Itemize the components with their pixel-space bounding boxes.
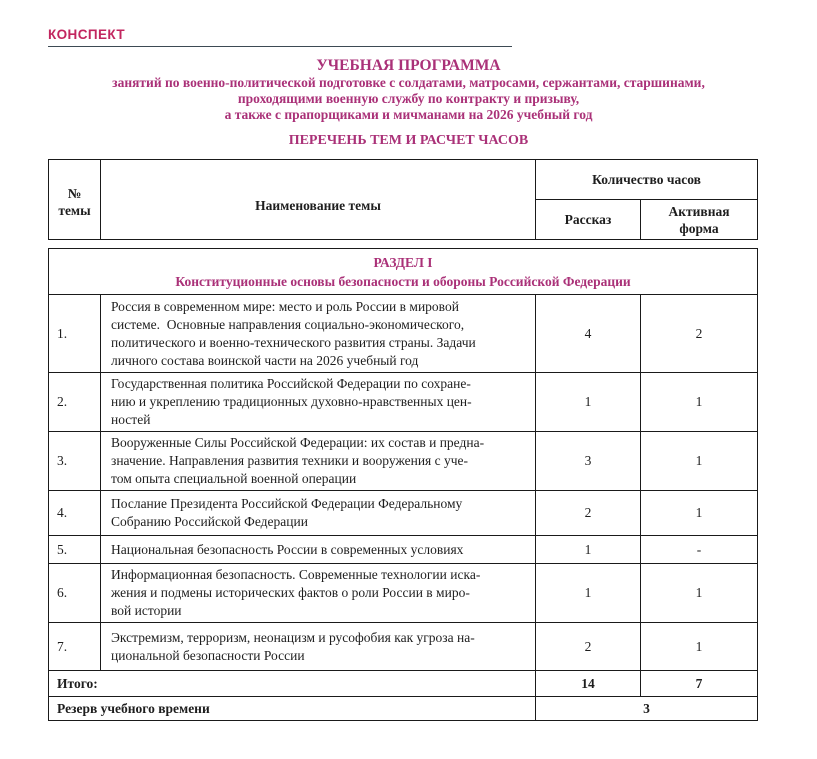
table-row: 1. Россия в современном мире: место и ро…: [48, 294, 759, 373]
col-header-story: Рассказ: [535, 199, 641, 240]
hours-table-header: № темы Наименование темы Количество часо…: [48, 159, 759, 240]
row-hours-story: 3: [535, 431, 641, 491]
reserve-row: Резерв учебного времени 3: [48, 696, 759, 721]
row-topic: Информационная безопасность. Современные…: [100, 563, 536, 623]
themes-table: РАЗДЕЛ I Конституционные основы безопасн…: [47, 248, 759, 721]
header-row-bottom: Рассказ Активная форма: [49, 199, 759, 240]
col-header-active-form: Активная форма: [639, 199, 759, 240]
table-row: 3. Вооруженные Силы Российской Федерации…: [48, 431, 759, 491]
section-title: Конституционные основы безопасности и об…: [175, 273, 631, 289]
col-header-hours-group: Количество часов: [534, 159, 759, 200]
row-topic: Вооруженные Силы Российской Федерации: и…: [100, 431, 536, 491]
row-topic: Экстремизм, терроризм, неонацизм и русоф…: [100, 622, 536, 671]
document-page: КОНСПЕКТ УЧЕБНАЯ ПРОГРАММА занятий по во…: [0, 27, 817, 759]
row-topic: Россия в современном мире: место и роль …: [100, 294, 536, 373]
totals-active: 7: [639, 670, 759, 697]
row-hours-active: 1: [639, 431, 759, 491]
row-hours-active: 1: [639, 622, 759, 671]
section-label: РАЗДЕЛ I: [373, 254, 433, 270]
themes-heading: ПЕРЕЧЕНЬ ТЕМ И РАСЧЕТ ЧАСОВ: [288, 133, 529, 148]
row-number: 4.: [48, 490, 101, 536]
col-header-number: № темы: [48, 159, 101, 240]
section-header: РАЗДЕЛ I Конституционные основы безопасн…: [47, 248, 759, 295]
totals-label: Итого:: [48, 670, 536, 697]
header-row-top: № темы Наименование темы Количество часо…: [48, 159, 759, 240]
table-row: 7. Экстремизм, терроризм, неонацизм и ру…: [48, 622, 759, 671]
reserve-hours: 3: [534, 696, 759, 721]
table-row: 5. Национальная безопасность России в со…: [48, 535, 759, 564]
table-row: 2. Государственная политика Российской Ф…: [48, 372, 759, 432]
row-number: 7.: [48, 622, 101, 671]
program-title: УЧЕБНАЯ ПРОГРАММА: [316, 57, 501, 74]
row-hours-active: 1: [639, 563, 759, 623]
row-number: 3.: [48, 431, 101, 491]
table-row: 4. Послание Президента Российской Федера…: [48, 490, 759, 536]
document-label: КОНСПЕКТ: [48, 27, 125, 42]
program-subtitle: занятий по военно-политической подготовк…: [112, 75, 705, 122]
row-hours-story: 1: [535, 372, 641, 432]
row-hours-story: 1: [535, 535, 641, 564]
row-hours-story: 4: [535, 294, 641, 373]
totals-row: Итого: 14 7: [48, 670, 759, 697]
section-row: РАЗДЕЛ I Конституционные основы безопасн…: [47, 248, 759, 295]
row-number: 2.: [48, 372, 101, 432]
row-number: 1.: [48, 294, 101, 373]
col-header-topic: Наименование темы: [100, 159, 536, 240]
row-hours-story: 1: [535, 563, 641, 623]
row-topic: Государственная политика Российской Феде…: [100, 372, 536, 432]
row-hours-active: 1: [639, 372, 759, 432]
row-hours-story: 2: [535, 622, 641, 671]
row-hours-story: 2: [535, 490, 641, 536]
table-row: 6. Информационная безопасность. Современ…: [48, 563, 759, 623]
row-hours-active: -: [639, 535, 759, 564]
row-number: 5.: [48, 535, 101, 564]
reserve-label: Резерв учебного времени: [48, 696, 536, 721]
row-hours-active: 1: [639, 490, 759, 536]
row-topic: Национальная безопасность России в совре…: [100, 535, 536, 564]
row-topic: Послание Президента Российской Федерации…: [100, 490, 536, 536]
row-hours-active: 2: [639, 294, 759, 373]
row-number: 6.: [48, 563, 101, 623]
header-rule: [48, 46, 512, 47]
totals-story: 14: [535, 670, 641, 697]
